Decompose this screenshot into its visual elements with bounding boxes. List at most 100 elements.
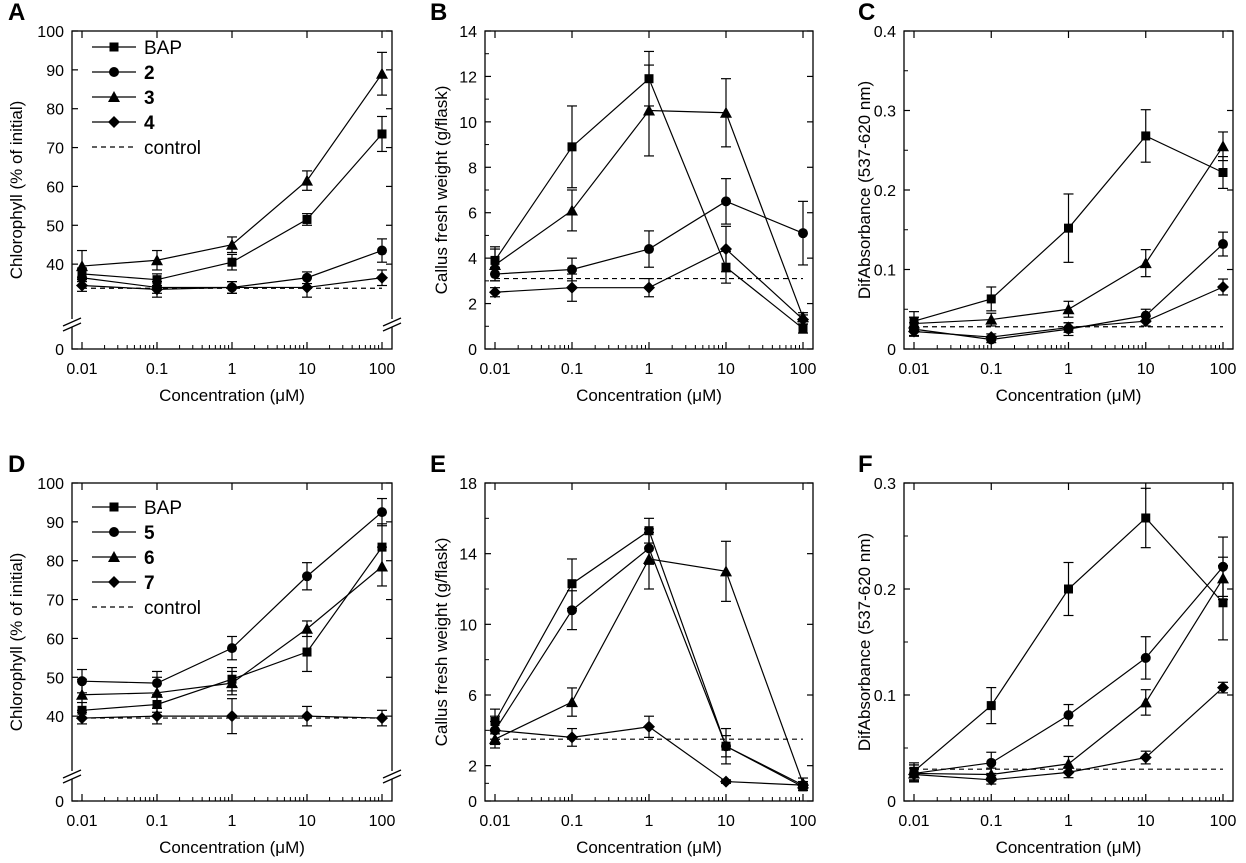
x-tick-label: 0.1 bbox=[561, 361, 583, 378]
data-point bbox=[567, 579, 577, 589]
y-axis-label: Callus fresh weight (g/flask) bbox=[432, 86, 451, 295]
data-point bbox=[798, 228, 808, 239]
y-tick-label: 0 bbox=[887, 794, 896, 811]
legend-marker bbox=[109, 502, 119, 512]
legend-marker bbox=[109, 527, 119, 537]
data-point bbox=[908, 325, 920, 338]
y-axis-label: Chlorophyll (% of initial) bbox=[7, 553, 26, 732]
x-tick-label: 1 bbox=[1064, 361, 1073, 378]
data-point bbox=[567, 142, 577, 152]
legend-label: BAP bbox=[144, 38, 182, 59]
data-point bbox=[1062, 321, 1075, 334]
y-tick-label: 0 bbox=[55, 794, 64, 811]
x-tick-label: 1 bbox=[1064, 813, 1073, 830]
y-tick-label: 14 bbox=[459, 24, 477, 41]
legend-label: 4 bbox=[144, 113, 155, 134]
data-point bbox=[377, 129, 387, 139]
data-point bbox=[489, 286, 501, 299]
series-line bbox=[494, 558, 804, 784]
panel-a: 0 40 50 60 70 80 90 100 0.01 0.1 1 10 100 Concentrati… bbox=[7, 0, 402, 405]
data-point bbox=[720, 565, 732, 577]
y-tick-label: 90 bbox=[46, 515, 64, 532]
data-point bbox=[985, 313, 998, 325]
panel-b: 0 2 4 6 8 10 12 14 0.01 0.1 1 10 100 Concentration (μ… bbox=[430, 0, 816, 405]
data-point bbox=[1062, 303, 1075, 315]
y-tick-label: 70 bbox=[46, 593, 64, 610]
x-tick-label: 100 bbox=[369, 361, 396, 378]
panel-e: 0 2 6 10 14 18 0.01 0.1 1 10 100 Concentration (μM)… bbox=[430, 451, 816, 857]
data-point bbox=[1139, 751, 1152, 764]
y-tick-label: 40 bbox=[46, 709, 64, 726]
x-tick-label: 10 bbox=[1137, 361, 1155, 378]
data-point bbox=[376, 271, 388, 284]
data-point bbox=[1217, 140, 1229, 152]
data-point bbox=[76, 260, 88, 272]
data-point bbox=[721, 741, 731, 752]
y-tick-label: 0.4 bbox=[874, 24, 896, 41]
data-point bbox=[489, 258, 501, 270]
y-tick-label: 80 bbox=[46, 102, 64, 119]
series-bap bbox=[909, 109, 1228, 332]
series-2 bbox=[490, 178, 808, 282]
axis-break-mark bbox=[62, 322, 82, 332]
series-line bbox=[913, 517, 1224, 772]
y-axis-label: Chlorophyll (% of initial) bbox=[7, 101, 26, 280]
panel-c: 0 0.1 0.2 0.3 0.4 0.01 0.1 1 10 100 Concentration … bbox=[855, 0, 1236, 405]
y-tick-label: 50 bbox=[46, 670, 64, 687]
data-point bbox=[986, 757, 997, 768]
x-tick-label: 0.01 bbox=[66, 813, 97, 830]
y-tick-label: 2 bbox=[468, 759, 477, 776]
legend-marker bbox=[108, 551, 120, 562]
y-tick-label: 0.2 bbox=[874, 183, 896, 200]
data-point bbox=[151, 710, 163, 723]
x-tick-label: 100 bbox=[790, 813, 817, 830]
x-tick-label: 0.1 bbox=[980, 361, 1002, 378]
y-tick-label: 10 bbox=[459, 617, 477, 634]
x-tick-label: 0.01 bbox=[479, 813, 510, 830]
y-tick-label: 6 bbox=[468, 688, 477, 705]
x-tick-label: 0.01 bbox=[898, 361, 929, 378]
data-point bbox=[76, 688, 88, 700]
data-point bbox=[1064, 223, 1073, 233]
x-tick-label: 0.01 bbox=[479, 361, 510, 378]
data-point bbox=[1140, 652, 1151, 663]
x-tick-label: 10 bbox=[298, 813, 316, 830]
legend-label: BAP bbox=[144, 498, 182, 519]
axis-break-mark bbox=[62, 774, 82, 784]
data-point bbox=[985, 331, 998, 344]
y-tick-label: 0.3 bbox=[874, 104, 896, 121]
data-point bbox=[986, 701, 996, 711]
x-tick-label: 10 bbox=[1137, 813, 1155, 830]
x-tick-label: 0.1 bbox=[146, 813, 168, 830]
data-point bbox=[76, 712, 88, 725]
data-point bbox=[720, 775, 732, 788]
y-tick-label: 2 bbox=[468, 297, 477, 314]
legend-marker bbox=[108, 91, 120, 102]
data-point bbox=[226, 281, 238, 294]
data-point bbox=[226, 710, 238, 723]
x-tick-label: 0.1 bbox=[146, 361, 168, 378]
data-point bbox=[1063, 710, 1074, 721]
data-point bbox=[301, 710, 313, 723]
legend-marker bbox=[108, 576, 120, 588]
y-tick-label: 10 bbox=[459, 115, 477, 132]
y-tick-label: 0.2 bbox=[874, 582, 896, 599]
plot-frame bbox=[71, 30, 393, 350]
axis-break-mark bbox=[62, 317, 82, 327]
x-tick-label: 0.1 bbox=[980, 813, 1002, 830]
series-7 bbox=[76, 698, 388, 735]
y-tick-label: 100 bbox=[37, 476, 64, 493]
data-point bbox=[797, 313, 809, 326]
data-point bbox=[376, 712, 388, 725]
x-tick-label: 1 bbox=[228, 813, 237, 830]
y-tick-label: 6 bbox=[468, 206, 477, 223]
series-4 bbox=[76, 269, 388, 298]
axis-break-gap bbox=[64, 319, 80, 327]
axis-break-mark bbox=[382, 317, 402, 327]
x-axis-label: Concentration (μM) bbox=[159, 386, 305, 405]
data-point bbox=[908, 768, 920, 781]
data-point bbox=[302, 214, 312, 224]
data-point bbox=[1218, 168, 1228, 178]
axis-break bbox=[62, 317, 402, 332]
